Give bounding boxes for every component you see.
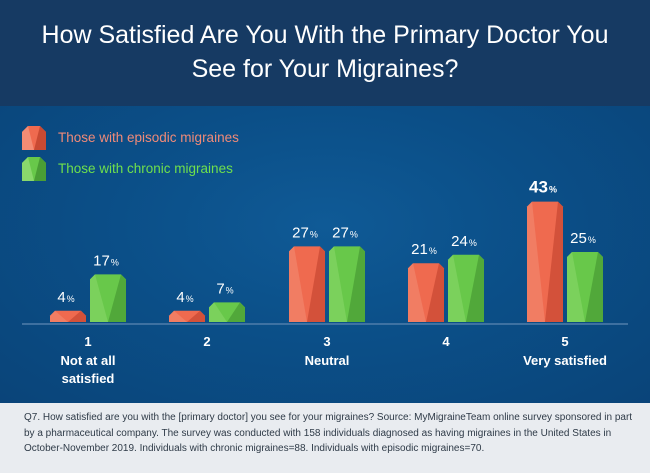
value-label-chronic-4: 24% (451, 233, 477, 250)
bar-episodic-1 (50, 310, 86, 322)
x-category-label-1: Not at all (61, 353, 116, 368)
bar-episodic-3 (289, 246, 325, 322)
chronic-swatch-icon (22, 157, 46, 181)
bar-episodic-5 (527, 201, 563, 322)
value-label-episodic-4: 21% (411, 241, 437, 258)
value-label-chronic-5: 25% (570, 230, 596, 247)
x-category-label-3: Neutral (305, 353, 350, 368)
x-tick-label-1: 1 (84, 334, 91, 349)
bar-episodic-2 (169, 310, 205, 322)
source-note-band: Q7. How satisfied are you with the [prim… (0, 403, 650, 473)
bar-chronic-4 (448, 254, 484, 322)
x-category-label-1: satisfied (62, 371, 115, 386)
x-tick-label-3: 3 (323, 334, 330, 349)
chart: 4% 17% 1 Not at all satisfied 4% 7% 2 27% 27% 3 Neu… (22, 178, 628, 386)
x-tick-label-2: 2 (203, 334, 210, 349)
value-label-chronic-1: 17% (93, 252, 119, 269)
x-category-label-5: Very satisfied (523, 353, 607, 368)
bar-chronic-1 (90, 274, 126, 322)
value-label-chronic-3: 27% (332, 224, 358, 241)
title-band: How Satisfied Are You With the Primary D… (0, 0, 650, 106)
legend-label-chronic: Those with chronic migraines (58, 161, 233, 176)
source-note: Q7. How satisfied are you with the [prim… (24, 412, 633, 454)
bar-chronic-5 (567, 252, 603, 322)
episodic-swatch-icon (22, 126, 46, 150)
value-label-episodic-3: 27% (292, 224, 318, 241)
x-tick-label-4: 4 (442, 334, 450, 349)
bar-episodic-4 (408, 263, 444, 322)
x-tick-label-5: 5 (561, 334, 568, 349)
value-label-episodic-1: 4% (57, 289, 74, 306)
bar-chronic-3 (329, 246, 365, 322)
bar-chronic-2 (209, 302, 245, 322)
value-label-episodic-5: 43% (529, 178, 557, 197)
chart-title: How Satisfied Are You With the Primary D… (41, 21, 609, 83)
legend-label-episodic: Those with episodic migraines (58, 130, 239, 145)
value-label-episodic-2: 4% (176, 289, 193, 306)
value-label-chronic-2: 7% (216, 280, 233, 297)
